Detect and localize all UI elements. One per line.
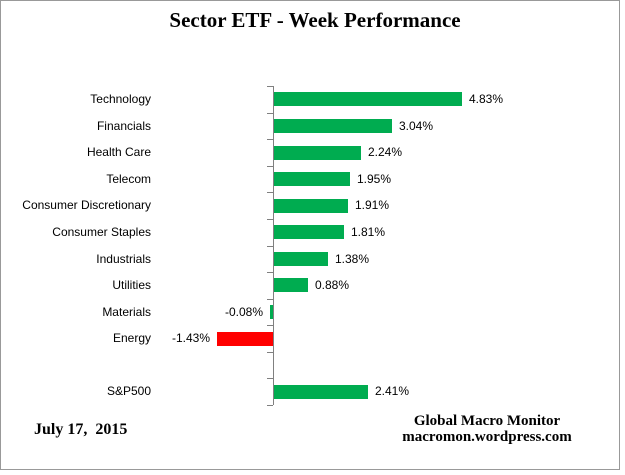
axis-tick [267,325,273,326]
value-label-s-p500: 2.41% [375,384,410,399]
bar-energy [217,331,273,346]
value-label-consumer-discretionary: 1.91% [355,198,390,213]
category-label-industrials: Industrials [96,251,151,266]
axis-tick [267,219,273,220]
value-label-telecom: 1.95% [357,171,392,186]
bar-s-p500 [274,384,368,399]
axis-tick [267,246,273,247]
source-url: macromon.wordpress.com [402,429,572,445]
axis-tick [267,166,273,167]
value-label-utilities: 0.88% [315,278,350,293]
axis-tick [267,113,273,114]
value-label-consumer-staples: 1.81% [351,224,386,239]
bar-technology [274,92,462,107]
axis-tick [267,352,273,353]
axis-tick [267,299,273,300]
category-label-telecom: Telecom [106,171,151,186]
category-label-financials: Financials [96,118,151,133]
bar-consumer-staples [274,225,344,240]
axis-tick [267,405,273,406]
category-label-consumer-staples: Consumer Staples [52,224,151,239]
bar-industrials [274,251,328,266]
chart-title: Sector ETF - Week Performance [169,8,461,32]
bar-telecom [274,172,350,186]
category-label-s-p500: S&P500 [106,384,151,399]
bar-financials [274,118,392,133]
category-label-health-care: Health Care [86,145,151,160]
value-label-health-care: 2.24% [368,145,403,160]
value-label-technology: 4.83% [469,92,504,106]
category-label-energy: Energy [112,331,151,346]
footer-date: July 17, 2015 [34,421,128,438]
category-label-materials: Materials [102,304,151,319]
category-label-utilities: Utilities [112,278,151,293]
bar-health-care [274,145,361,160]
category-label-consumer-discretionary: Consumer Discretionary [22,198,151,213]
source-name: Global Macro Monitor [413,413,561,429]
axis-tick [267,86,273,87]
axis-tick [267,139,273,140]
value-label-industrials: 1.38% [335,251,370,266]
bar-materials [270,305,273,319]
bar-utilities [274,278,308,293]
category-axis-line [273,86,274,405]
value-label-energy: -1.43% [171,331,210,346]
axis-tick [267,192,273,193]
value-label-materials: -0.08% [224,304,263,319]
axis-tick [267,378,273,379]
footer-source: Global Macro Monitor macromon.wordpress.… [387,413,587,445]
category-label-technology: Technology [90,92,151,106]
axis-tick [267,272,273,273]
bar-consumer-discretionary [274,198,348,213]
value-label-financials: 3.04% [399,118,434,133]
